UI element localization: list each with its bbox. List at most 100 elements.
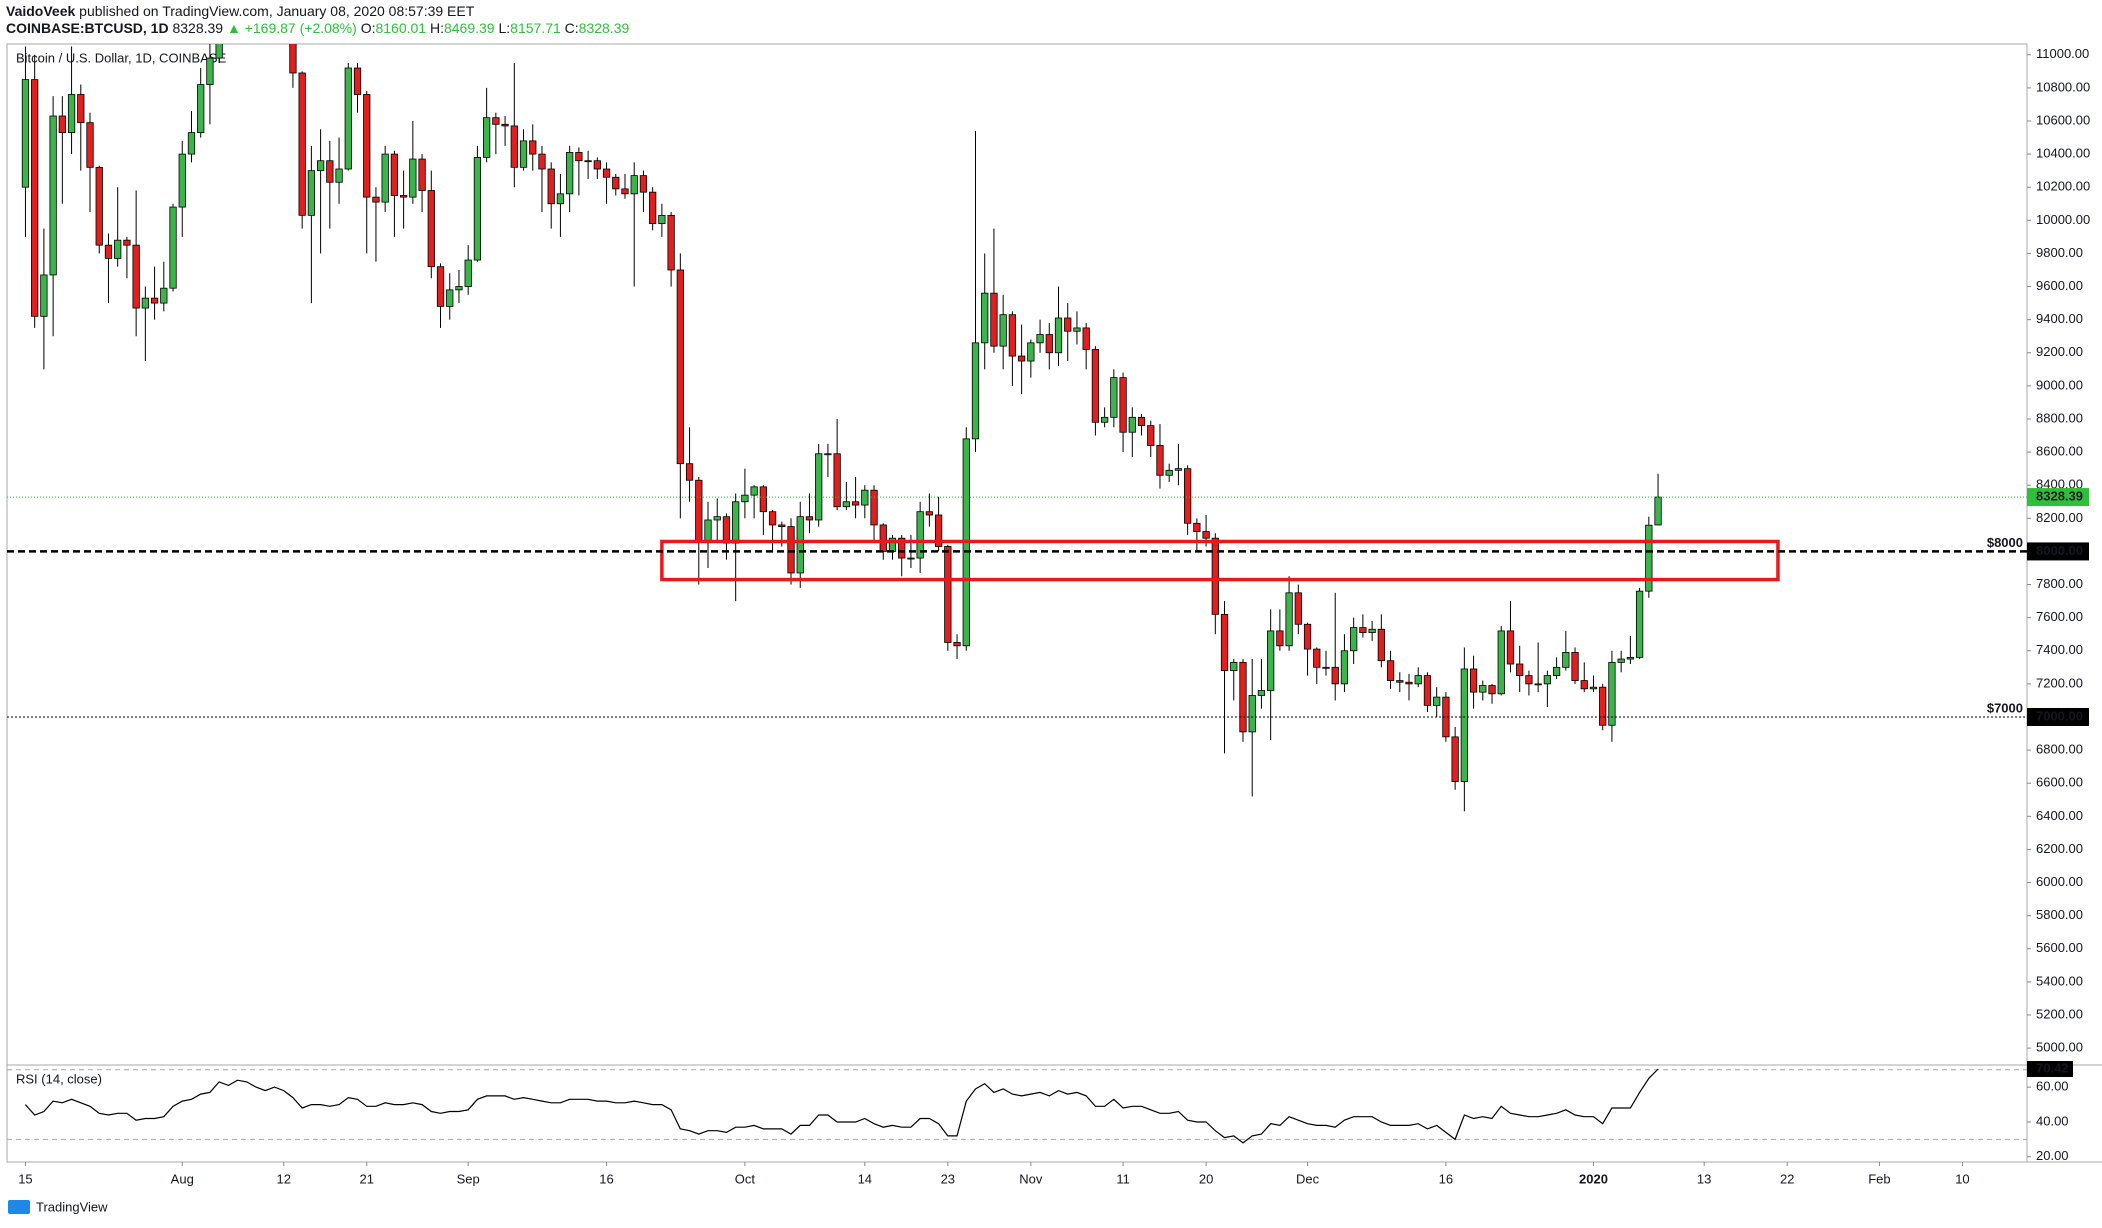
x-tick-label: 22 xyxy=(1780,1171,1794,1186)
candle-body xyxy=(40,274,48,317)
x-tick-label: 12 xyxy=(276,1171,290,1186)
candle-body xyxy=(1285,592,1293,647)
rsi-group xyxy=(24,1068,1659,1144)
candle-body xyxy=(464,259,472,287)
candle-body xyxy=(1580,680,1588,690)
candle-body xyxy=(1100,416,1109,423)
candle-body xyxy=(667,214,675,271)
chart-title: Bitcoin / U.S. Dollar, 1D, COINBASE xyxy=(16,50,227,65)
candle-body xyxy=(695,479,703,542)
header-line: VaidoVeek published on TradingView.com, … xyxy=(6,3,475,19)
candle-body xyxy=(510,125,518,168)
y-tick-label: 10400.00 xyxy=(2036,146,2090,161)
candle-body xyxy=(547,168,555,205)
candle-body xyxy=(713,516,721,521)
candle-body xyxy=(1552,666,1561,676)
o-key: O: xyxy=(361,20,376,36)
candle-body xyxy=(612,176,620,190)
candle-body xyxy=(593,160,601,170)
candle-body xyxy=(778,524,786,527)
candle-body xyxy=(160,287,168,304)
candle-body xyxy=(114,239,122,259)
candle-body xyxy=(556,193,565,205)
rsi-title: RSI (14, close) xyxy=(16,1071,102,1086)
candle-body xyxy=(741,494,749,503)
y-tick-label: 6600.00 xyxy=(2036,775,2083,790)
candle-body xyxy=(1073,327,1081,332)
candle-body xyxy=(861,489,869,506)
y-tick-label: 8200.00 xyxy=(2036,510,2083,525)
candle-body xyxy=(446,289,454,307)
rsi-y-tick-label: 20.00 xyxy=(2036,1148,2069,1163)
x-tick-label: 23 xyxy=(941,1171,955,1186)
candle-body xyxy=(49,115,57,276)
candle-body xyxy=(289,44,297,74)
candle-body xyxy=(1110,377,1118,418)
candle-body xyxy=(999,314,1007,347)
candle-body xyxy=(1147,425,1155,446)
candle-body xyxy=(1534,683,1542,686)
candle-body xyxy=(1257,690,1266,696)
candle-body xyxy=(759,486,767,513)
candle-body xyxy=(851,501,860,506)
rsi-y-tick-label: 60.00 xyxy=(2036,1079,2069,1094)
candle-body xyxy=(1239,661,1247,733)
candle-body xyxy=(326,160,334,183)
x-tick-label: Dec xyxy=(1296,1171,1320,1186)
candle-body xyxy=(1036,334,1044,344)
rsi-line xyxy=(24,1068,1659,1144)
candle-body xyxy=(722,516,731,544)
y-tick-label: 5800.00 xyxy=(2036,907,2083,922)
c-key: C: xyxy=(565,20,579,36)
candle-body xyxy=(178,153,186,208)
y-tick-label: 5600.00 xyxy=(2036,940,2083,955)
candle-body xyxy=(150,297,159,304)
y-tick-label: 6000.00 xyxy=(2036,874,2083,889)
candle-body xyxy=(1617,658,1625,663)
x-tick-label: 2020 xyxy=(1579,1171,1608,1186)
candle-body xyxy=(944,546,952,643)
candle-body xyxy=(390,153,399,196)
candle-body xyxy=(649,191,657,225)
candle-body xyxy=(1368,628,1376,633)
candle-body xyxy=(132,244,140,309)
candle-body xyxy=(529,140,537,155)
candle-body xyxy=(409,158,417,198)
candle-body xyxy=(824,453,832,456)
candle-body xyxy=(86,122,94,168)
y-tick-label: 9800.00 xyxy=(2036,245,2083,260)
author: VaidoVeek xyxy=(6,3,75,19)
candle-body xyxy=(104,244,113,259)
candle-body xyxy=(1165,469,1173,476)
candle-body xyxy=(1193,522,1201,532)
candle-body xyxy=(67,94,76,133)
candle-body xyxy=(750,486,758,496)
candle-body xyxy=(427,190,435,268)
x-tick-label: 16 xyxy=(1439,1171,1453,1186)
candle-body xyxy=(602,168,611,178)
candle-body xyxy=(215,44,223,59)
candle-body xyxy=(1423,675,1432,706)
y-tick-label: 11000.00 xyxy=(2036,46,2089,61)
rsi-last-box xyxy=(2027,1061,2073,1078)
candle-body xyxy=(141,297,149,309)
y-tick-label: 7800.00 xyxy=(2036,576,2083,591)
candle-body xyxy=(815,453,823,521)
candle-body xyxy=(1119,377,1127,433)
candle-body xyxy=(1645,524,1653,592)
candle-body xyxy=(971,342,980,440)
candle-body xyxy=(842,501,850,508)
candle-body xyxy=(925,511,934,516)
candle-body xyxy=(1091,349,1100,423)
candle-body xyxy=(1017,355,1026,362)
candle-body xyxy=(1350,627,1358,652)
candle-body xyxy=(575,152,583,162)
candle-body xyxy=(981,292,989,344)
candle-body xyxy=(501,123,509,127)
candle-body xyxy=(1377,628,1385,662)
y-tick-label: 9600.00 xyxy=(2036,278,2083,293)
candle-body xyxy=(353,67,362,95)
candle-body xyxy=(123,239,131,246)
candle-body xyxy=(538,153,546,170)
x-tick-label: 21 xyxy=(359,1171,373,1186)
